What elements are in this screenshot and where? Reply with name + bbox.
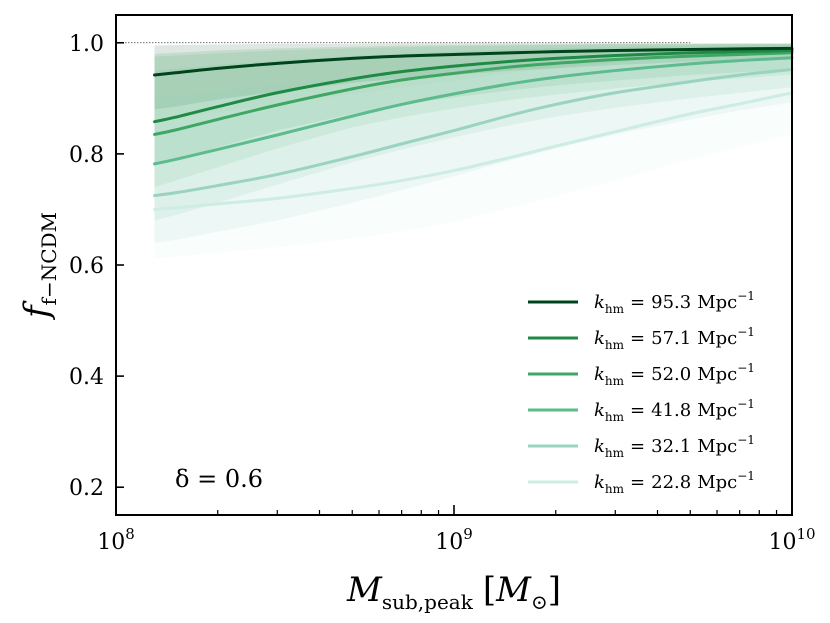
- band-series-3: [154, 43, 792, 188]
- series-line-1: [153, 46, 794, 77]
- series-line-2: [153, 49, 794, 124]
- y-tick-label: 0.4: [69, 365, 104, 390]
- y-tick-label: 0.2: [69, 476, 104, 501]
- y-axis: 0.2 0.4 0.6 0.8 1.0: [69, 32, 124, 501]
- y-axis-label: ff−NCDM: [17, 212, 61, 321]
- legend-label: khm = 52.0 Mpc−1: [594, 361, 755, 388]
- y-tick-label: 0.8: [69, 143, 104, 168]
- y-tick-label: 0.6: [69, 254, 104, 279]
- x-tick-label: 108: [97, 525, 135, 555]
- legend: khm = 95.3 Mpc−1 khm = 57.1 Mpc−1 khm = 52.0 Mpc−1 k…: [528, 289, 755, 496]
- series-line-5: [153, 67, 794, 198]
- y-tick-label: 1.0: [69, 32, 104, 57]
- band-series-6: [154, 51, 792, 259]
- legend-label: khm = 32.1 Mpc−1: [594, 433, 755, 460]
- series-line-3: [153, 51, 794, 136]
- x-tick-label: 1010: [768, 525, 815, 555]
- series-line-6: [153, 91, 794, 211]
- band-series-2: [154, 43, 792, 165]
- legend-label: khm = 57.1 Mpc−1: [594, 325, 755, 352]
- legend-label: khm = 22.8 Mpc−1: [594, 469, 755, 496]
- x-axis-label: Msub,peak [M⊙]: [346, 570, 561, 614]
- x-axis: 108 109 1010: [97, 505, 816, 555]
- series-lines: [153, 46, 794, 211]
- delta-annotation: δ = 0.6: [175, 465, 263, 493]
- x-tick-label: 109: [435, 525, 473, 555]
- plot-background: [116, 15, 792, 515]
- series-line-4: [153, 56, 794, 166]
- legend-label: khm = 95.3 Mpc−1: [594, 289, 755, 316]
- legend-label: khm = 41.8 Mpc−1: [594, 397, 755, 424]
